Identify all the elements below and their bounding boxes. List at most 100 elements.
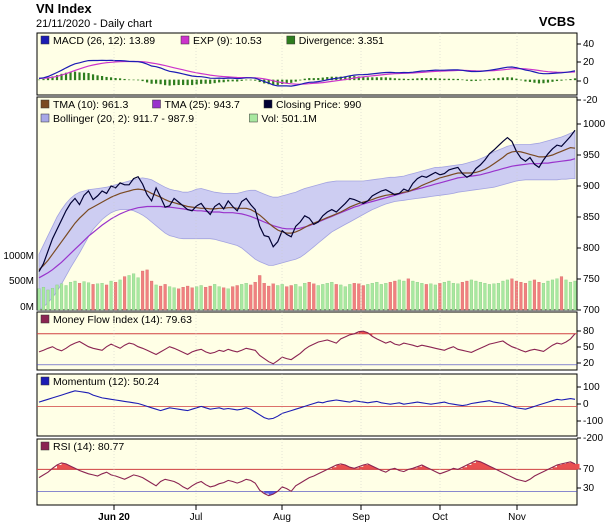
macd-divergence-bar — [483, 79, 487, 81]
volume-bar — [141, 270, 145, 311]
volume-bar — [154, 284, 158, 311]
mfi-legend-swatch — [40, 314, 50, 324]
price-y-tick: 750 — [583, 274, 600, 285]
volume-bar — [334, 284, 338, 311]
macd-divergence-bar — [227, 79, 230, 82]
macd-divergence-bar — [429, 78, 432, 81]
macd-divergence-bar — [64, 72, 68, 81]
momentum-legend-label: Momentum (12): 50.24 — [53, 376, 159, 388]
volume-bar — [460, 281, 464, 311]
momentum-line — [38, 390, 576, 420]
price-legend-label: TMA (10): 961.3 — [53, 99, 128, 111]
macd-divergence-bar — [420, 78, 423, 81]
macd-divergence-bar — [191, 79, 194, 86]
volume-bar — [510, 278, 514, 311]
macd-divergence-bar — [168, 79, 171, 86]
volume-bar — [523, 283, 528, 311]
macd-divergence-bar — [254, 79, 257, 81]
mfi-panel: Money Flow Index (14): 79.63 80 50 20 — [36, 311, 595, 371]
macd-divergence-bar — [69, 71, 72, 81]
price-legend-swatch — [152, 99, 161, 109]
macd-y-tick: 40 — [583, 39, 595, 50]
macd-divergence-bar — [249, 79, 252, 81]
rsi-legend-swatch — [40, 441, 50, 451]
momentum-y-tick: 100 — [583, 382, 600, 393]
volume-bar — [294, 284, 298, 311]
macd-divergence-bar — [398, 78, 401, 81]
macd-divergence-bar — [384, 77, 387, 81]
volume-bar — [181, 287, 185, 311]
volume-bar — [429, 283, 433, 311]
volume-bar — [303, 283, 307, 311]
volume-bar — [330, 281, 334, 311]
price-y-tick: 1000 — [583, 119, 606, 130]
macd-divergence-bar — [150, 79, 153, 84]
momentum-y-tick: -200 — [583, 433, 603, 444]
macd-line — [38, 59, 576, 87]
volume-bar — [541, 283, 546, 311]
volume-bar — [384, 283, 388, 311]
volume-bar — [280, 284, 284, 311]
volume-bar — [478, 281, 482, 311]
macd-divergence-bar — [55, 75, 59, 81]
macd-divergence-bar — [258, 79, 261, 83]
volume-bar — [105, 284, 109, 311]
volume-bar — [159, 285, 163, 311]
macd-divergence-bar — [105, 76, 108, 81]
volume-bar — [501, 280, 505, 311]
volume-bar — [276, 285, 280, 311]
macd-divergence-bar — [416, 78, 419, 81]
macd-divergence-bar — [380, 77, 383, 81]
volume-bar — [199, 285, 203, 311]
macd-divergence-bar — [470, 79, 473, 82]
mfi-plot-area — [36, 311, 578, 371]
volume-bar — [397, 279, 401, 311]
volume-bar — [86, 282, 91, 311]
macd-divergence-bar — [272, 79, 275, 86]
macd-divergence-bar — [231, 79, 234, 82]
macd-divergence-bar — [82, 72, 86, 81]
volume-bar — [343, 286, 347, 311]
price-legend-label: TMA (25): 943.7 — [165, 99, 240, 111]
price-legend-swatch — [249, 113, 258, 123]
volume-bar — [59, 283, 64, 311]
macd-divergence-bar — [510, 77, 514, 81]
macd-divergence-bar — [519, 79, 523, 81]
volume-bar — [532, 279, 537, 311]
volume-bar — [186, 285, 190, 311]
volume-bar — [177, 288, 181, 311]
volume-bar — [150, 280, 154, 311]
macd-legend-swatch — [180, 35, 190, 45]
macd-divergence-bar — [411, 78, 414, 81]
volume-bar — [438, 283, 442, 311]
macd-divergence-bar — [497, 77, 500, 81]
volume-bar — [352, 283, 356, 311]
rsi-y-tick: 70 — [583, 464, 595, 475]
volume-bar — [415, 281, 419, 311]
macd-divergence-bar — [533, 79, 536, 83]
volume-bar — [550, 279, 555, 311]
volume-bar — [132, 273, 136, 311]
volume-bar — [258, 275, 262, 311]
volume-bar — [402, 280, 406, 311]
price-legend-swatch — [40, 99, 50, 109]
volume-bar — [505, 279, 509, 311]
macd-divergence-bar — [573, 78, 577, 81]
macd-divergence-bar — [312, 78, 315, 81]
volume-bar — [68, 281, 73, 311]
x-tick-label: Aug — [273, 512, 291, 523]
volume-bar — [50, 288, 55, 311]
macd-divergence-bar — [447, 78, 450, 81]
macd-divergence-bar — [290, 79, 293, 83]
volume-bar — [100, 283, 104, 311]
macd-divergence-bar — [389, 77, 392, 81]
macd-legend-label: MACD (26, 12): 13.89 — [53, 35, 155, 47]
volume-bar — [568, 281, 573, 311]
macd-divergence-bar — [218, 79, 221, 83]
volume-bar — [77, 283, 82, 311]
macd-divergence-bar — [195, 79, 198, 85]
macd-divergence-bar — [222, 79, 225, 83]
macd-divergence-bar — [317, 78, 320, 81]
macd-divergence-bar — [285, 79, 288, 84]
volume-bar — [208, 285, 212, 311]
